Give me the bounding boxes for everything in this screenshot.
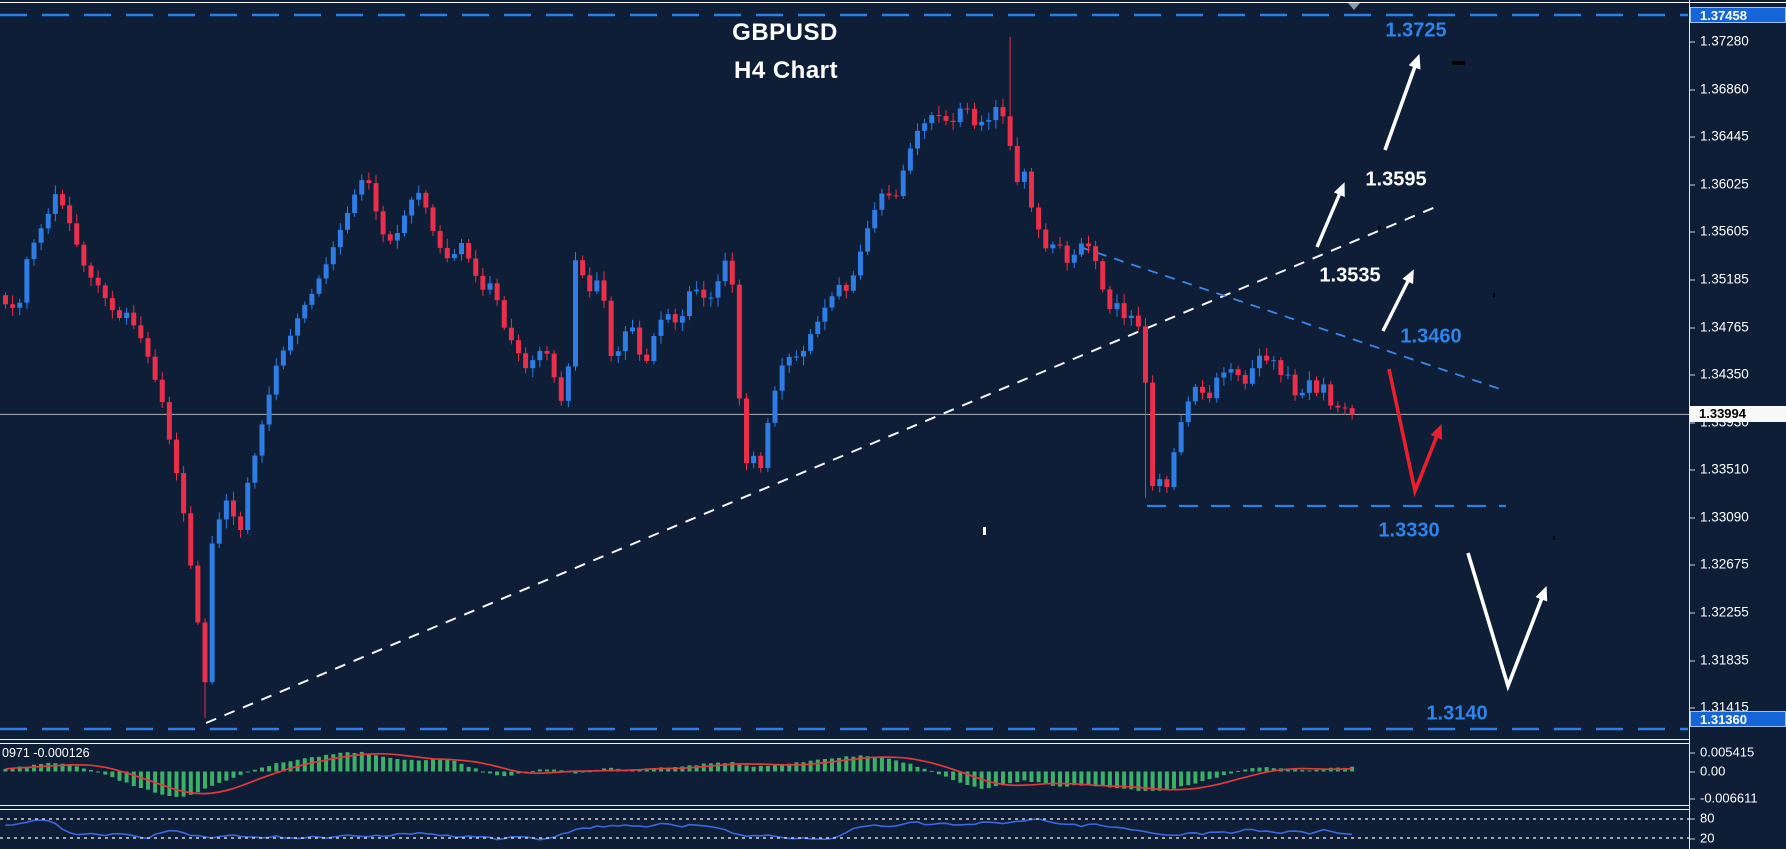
price-axis-tick: 1.31835 [1690, 652, 1749, 667]
price-axis-tick: 1.33090 [1690, 510, 1749, 525]
tick-mark [1690, 818, 1695, 820]
price-axis-tick: 1.37280 [1690, 34, 1749, 49]
stochastic-axis-upper: 80 [1690, 811, 1714, 826]
label-support-1-3140[interactable]: 1.3140 [1426, 702, 1488, 725]
price-axis-tick: 1.35605 [1690, 224, 1749, 239]
label-level-1-3460[interactable]: 1.3460 [1400, 325, 1462, 348]
tick-mark [1690, 752, 1695, 754]
up-arrow-to-1-3535[interactable] [1381, 269, 1414, 332]
descending-trendline[interactable] [1079, 246, 1507, 392]
price-axis-tick: 1.34350 [1690, 367, 1749, 382]
chart-artifact-dash [1452, 61, 1465, 65]
pane-separator-macd[interactable] [0, 739, 1689, 744]
price-box-current: 1.33994 [1690, 406, 1786, 422]
price-axis-separator [1689, 0, 1690, 849]
stochastic-axis-lower: 20 [1690, 831, 1714, 846]
chart-artifact-tick [983, 527, 986, 535]
label-target-1-3595[interactable]: 1.3595 [1365, 168, 1427, 191]
chart-title-symbol: GBPUSD [732, 19, 838, 46]
up-arrow-to-1-3725[interactable] [1383, 53, 1421, 151]
price-box-low: 1.31360 [1690, 711, 1786, 727]
ascending-trendline[interactable] [205, 205, 1439, 724]
chart-artifact-dot [1378, 226, 1381, 229]
price-axis-tick: 1.32675 [1690, 557, 1749, 572]
macd-values-caption: 0971 -0.000126 [2, 746, 90, 760]
macd-histogram [3, 751, 1355, 797]
macd-axis-zero: 0.00 [1690, 764, 1725, 779]
candlestick-series [3, 36, 1355, 719]
up-arrow-to-1-3595[interactable] [1315, 182, 1345, 248]
tick-mark [1690, 798, 1695, 800]
pane-separator-stochastic[interactable] [0, 805, 1689, 810]
label-resistance-1-3725[interactable]: 1.3725 [1385, 19, 1447, 42]
price-box-high: 1.37458 [1690, 7, 1786, 23]
chart-artifact-dot [1493, 293, 1495, 297]
price-axis-tick: 1.32255 [1690, 604, 1749, 619]
tick-mark [1690, 771, 1695, 773]
chart-artifact-dot [1553, 536, 1555, 540]
macd-axis-max: 0.005415 [1690, 745, 1754, 760]
stochastic-line [5, 818, 1353, 841]
price-axis-tick: 1.35185 [1690, 272, 1749, 287]
macd-signal-line [5, 752, 1353, 795]
price-axis-tick: 1.33510 [1690, 462, 1749, 477]
scroll-marker-icon[interactable] [1348, 3, 1360, 10]
label-level-1-3535[interactable]: 1.3535 [1319, 264, 1381, 287]
window-top-border [0, 2, 1786, 3]
chart-title-timeframe: H4 Chart [733, 57, 839, 84]
white-zigzag-arrow-to-1-3140[interactable] [1466, 552, 1548, 692]
price-axis-tick: 1.36445 [1690, 129, 1749, 144]
macd-axis-min: -0.006611 [1690, 791, 1758, 806]
price-axis-tick: 1.36025 [1690, 176, 1749, 191]
price-axis-tick: 1.36860 [1690, 81, 1749, 96]
price-axis-tick: 1.34765 [1690, 319, 1749, 334]
tick-mark [1690, 838, 1695, 840]
label-support-1-3330[interactable]: 1.3330 [1378, 519, 1440, 542]
red-zigzag-arrow-to-1-3330[interactable] [1387, 368, 1443, 498]
